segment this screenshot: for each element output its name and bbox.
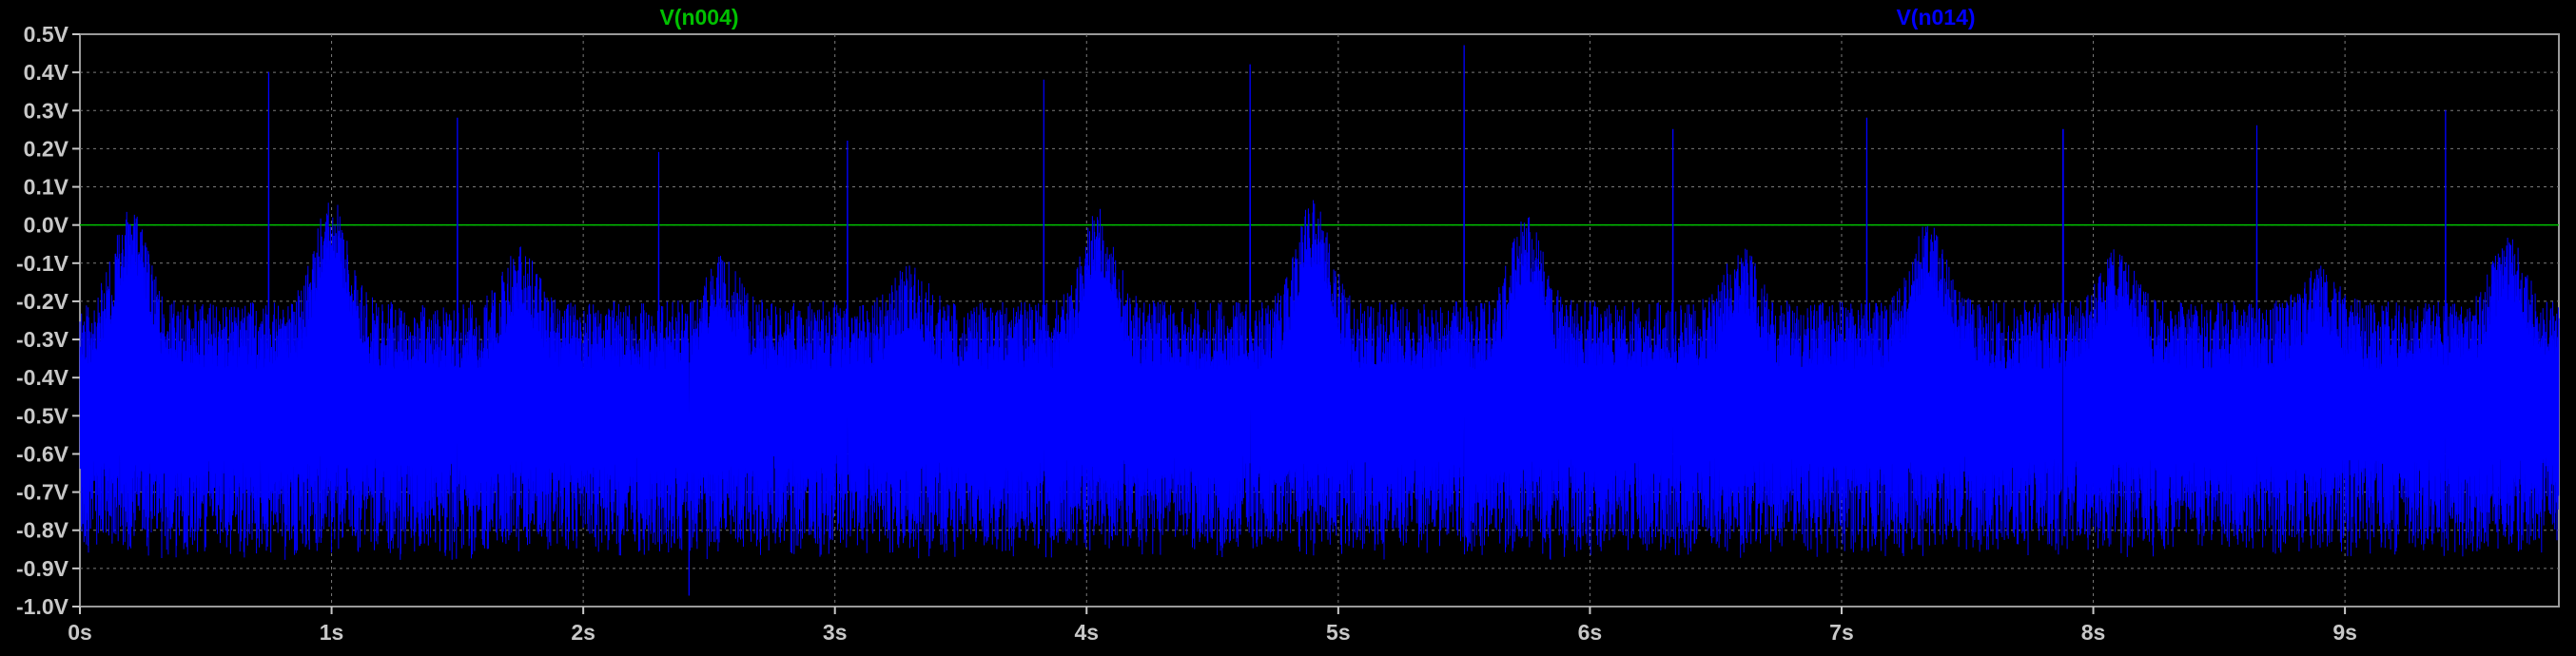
series-line-v-n014 (79, 45, 2560, 596)
x-tick-label: 8s (2081, 620, 2106, 645)
x-tick-label: 4s (1074, 620, 1099, 645)
y-tick-label: -0.5V (16, 403, 69, 428)
series-layer (79, 45, 2560, 596)
y-tick-label: -0.7V (16, 480, 69, 505)
y-tick-label: 0.2V (24, 136, 69, 161)
y-tick-label: -1.0V (16, 594, 69, 619)
y-axis-ticks: 0.5V 0.4V 0.3V 0.2V 0.1V 0.0V -0.1V -0.2V -0.3V -… (16, 22, 80, 619)
x-tick-label: 7s (1829, 620, 1854, 645)
y-tick-label: -0.4V (16, 365, 69, 390)
y-tick-label: -0.8V (16, 518, 69, 543)
x-tick-label: 0s (68, 620, 92, 645)
y-tick-label: 0.4V (24, 60, 69, 85)
x-tick-label: 3s (823, 620, 848, 645)
x-tick-label: 2s (571, 620, 595, 645)
y-tick-label: -0.2V (16, 289, 69, 314)
x-axis-ticks: 0s 1s 2s 3s 4s 5s 6s 7s 8s 9s (68, 607, 2357, 645)
x-tick-label: 9s (2332, 620, 2357, 645)
y-tick-label: -0.1V (16, 251, 69, 276)
x-tick-label: 5s (1326, 620, 1351, 645)
y-tick-label: -0.6V (16, 441, 69, 466)
y-tick-label: 0.3V (24, 98, 69, 123)
y-tick-label: 0.5V (24, 22, 69, 47)
legend-item-v-n014: V(n014) (1896, 5, 1975, 29)
y-tick-label: 0.0V (24, 213, 69, 238)
y-tick-label: -0.9V (16, 556, 69, 581)
y-tick-label: 0.1V (24, 175, 69, 200)
legend: V(n004) V(n014) (659, 5, 1975, 29)
x-tick-label: 1s (320, 620, 344, 645)
legend-item-v-n004: V(n004) (659, 5, 738, 29)
y-tick-label: -0.3V (16, 327, 69, 352)
x-tick-label: 6s (1578, 620, 1603, 645)
